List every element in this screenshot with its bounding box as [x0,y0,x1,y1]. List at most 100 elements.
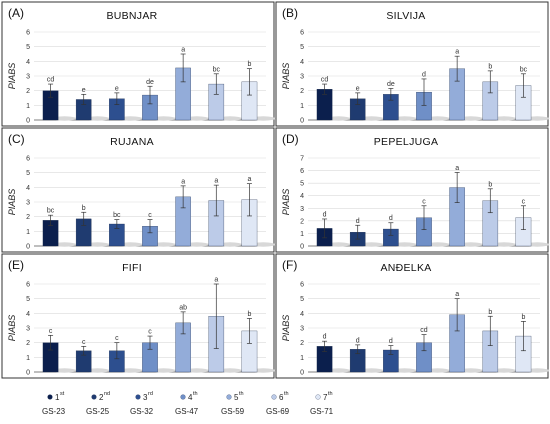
y-tick-label: 5 [26,170,30,177]
y-tick-label: 0 [26,244,30,251]
panel-title: RUJANA [110,136,154,148]
legend-growth-label: 1 [55,393,60,402]
significance-label: c [148,212,152,219]
significance-label: d [389,338,393,345]
y-tick-label: 4 [300,59,304,66]
legend-item: 6 th GS-69 [266,391,290,416]
significance-label: a [455,165,459,172]
y-axis-label: PIABS [7,315,17,342]
legend-ordinal-suffix: th [284,391,289,397]
y-tick-label: 4 [300,193,304,200]
panel-letter: (B) [282,6,298,20]
chart-panel: (B) SILVIJA PIABS 0 1 2 3 4 5 6 cd e de d a b bc [275,1,550,127]
y-tick-label: 7 [300,156,304,163]
y-tick-label: 5 [26,44,30,51]
y-tick-label: 5 [300,44,304,51]
legend-item: 7 th GS-71 [310,391,334,416]
y-tick-label: 5 [26,296,30,303]
legend-ordinal-suffix: th [328,391,333,397]
legend-item: 4 th GS-47 [175,391,199,416]
significance-label: b [488,181,492,188]
legend-stage-label: GS-59 [221,407,245,416]
legend-growth-label: 3 [143,393,148,402]
panel-letter: (F) [282,258,297,272]
y-tick-label: 3 [26,74,30,81]
y-tick-label: 1 [300,355,304,362]
significance-label: a [181,178,185,185]
legend-growth-label: 5 [234,393,239,402]
significance-label: c [422,198,426,205]
legend-item: 1 st GS-23 [42,391,66,416]
significance-label: cd [321,77,329,84]
significance-label: a [455,291,459,298]
legend-growth-label: 6 [279,393,284,402]
significance-label: d [356,337,360,344]
y-tick-label: 2 [300,88,304,95]
legend-stage-label: GS-23 [42,407,66,416]
y-tick-label: 0 [26,370,30,377]
significance-label: e [356,85,360,92]
legend-stage-label: GS-71 [310,407,334,416]
y-tick-label: 3 [300,74,304,81]
significance-label: d [389,215,393,222]
legend-item: 5 th GS-59 [221,391,245,416]
legend-marker [226,394,232,400]
significance-label: a [214,277,218,284]
y-tick-label: 5 [300,181,304,188]
chart-panel: (F) ANĐELKA PIABS 0 1 2 3 4 5 6 d d d cd a b b [275,253,550,379]
significance-label: e [115,85,119,92]
y-tick-label: 6 [26,30,30,37]
legend-stage-label: GS-32 [130,407,154,416]
y-tick-label: 1 [26,355,30,362]
legend-marker [91,394,97,400]
legend-marker [315,394,321,400]
y-tick-label: 2 [26,214,30,221]
y-tick-label: 0 [300,370,304,377]
y-tick-label: 2 [26,88,30,95]
legend-growth-label: 2 [99,393,104,402]
y-tick-label: 6 [300,30,304,37]
y-tick-label: 6 [26,156,30,163]
panel-title: PEPELJUGA [374,136,439,148]
legend-ordinal-suffix: nd [104,391,110,397]
y-tick-label: 0 [26,118,30,125]
significance-label: c [115,335,119,342]
significance-label: b [521,314,525,321]
y-tick-label: 2 [300,340,304,347]
significance-label: cd [47,77,55,84]
significance-label: b [247,311,251,318]
panel-title: BUBNJAR [106,10,157,22]
y-tick-label: 1 [26,103,30,110]
significance-label: c [49,328,53,335]
y-tick-label: 6 [300,282,304,289]
y-tick-label: 2 [300,218,304,225]
y-axis-label: PIABS [281,63,291,90]
legend-ordinal-suffix: th [193,391,198,397]
y-tick-label: 3 [26,200,30,207]
significance-label: c [148,329,152,336]
legend-ordinal-suffix: st [60,391,65,397]
y-tick-label: 0 [300,118,304,125]
panel-title: ANĐELKA [380,262,431,274]
significance-label: c [522,198,526,205]
y-tick-label: 4 [300,311,304,318]
significance-label: bc [213,66,221,73]
significance-label: a [247,176,251,183]
legend-ordinal-suffix: th [239,391,244,397]
y-tick-label: 4 [26,185,30,192]
significance-label: b [488,63,492,70]
significance-label: de [387,81,395,88]
y-tick-label: 5 [300,296,304,303]
chart-panel: (A) BUBNJAR PIABS 0 1 2 3 4 5 6 cd e e de a bc b [1,1,276,127]
significance-label: d [323,334,327,341]
panel-letter: (D) [282,132,299,146]
y-tick-label: 1 [300,103,304,110]
legend-stage-label: GS-25 [86,407,110,416]
y-tick-label: 6 [26,282,30,289]
y-tick-label: 1 [300,231,304,238]
significance-label: d [422,71,426,78]
y-tick-label: 3 [26,326,30,333]
